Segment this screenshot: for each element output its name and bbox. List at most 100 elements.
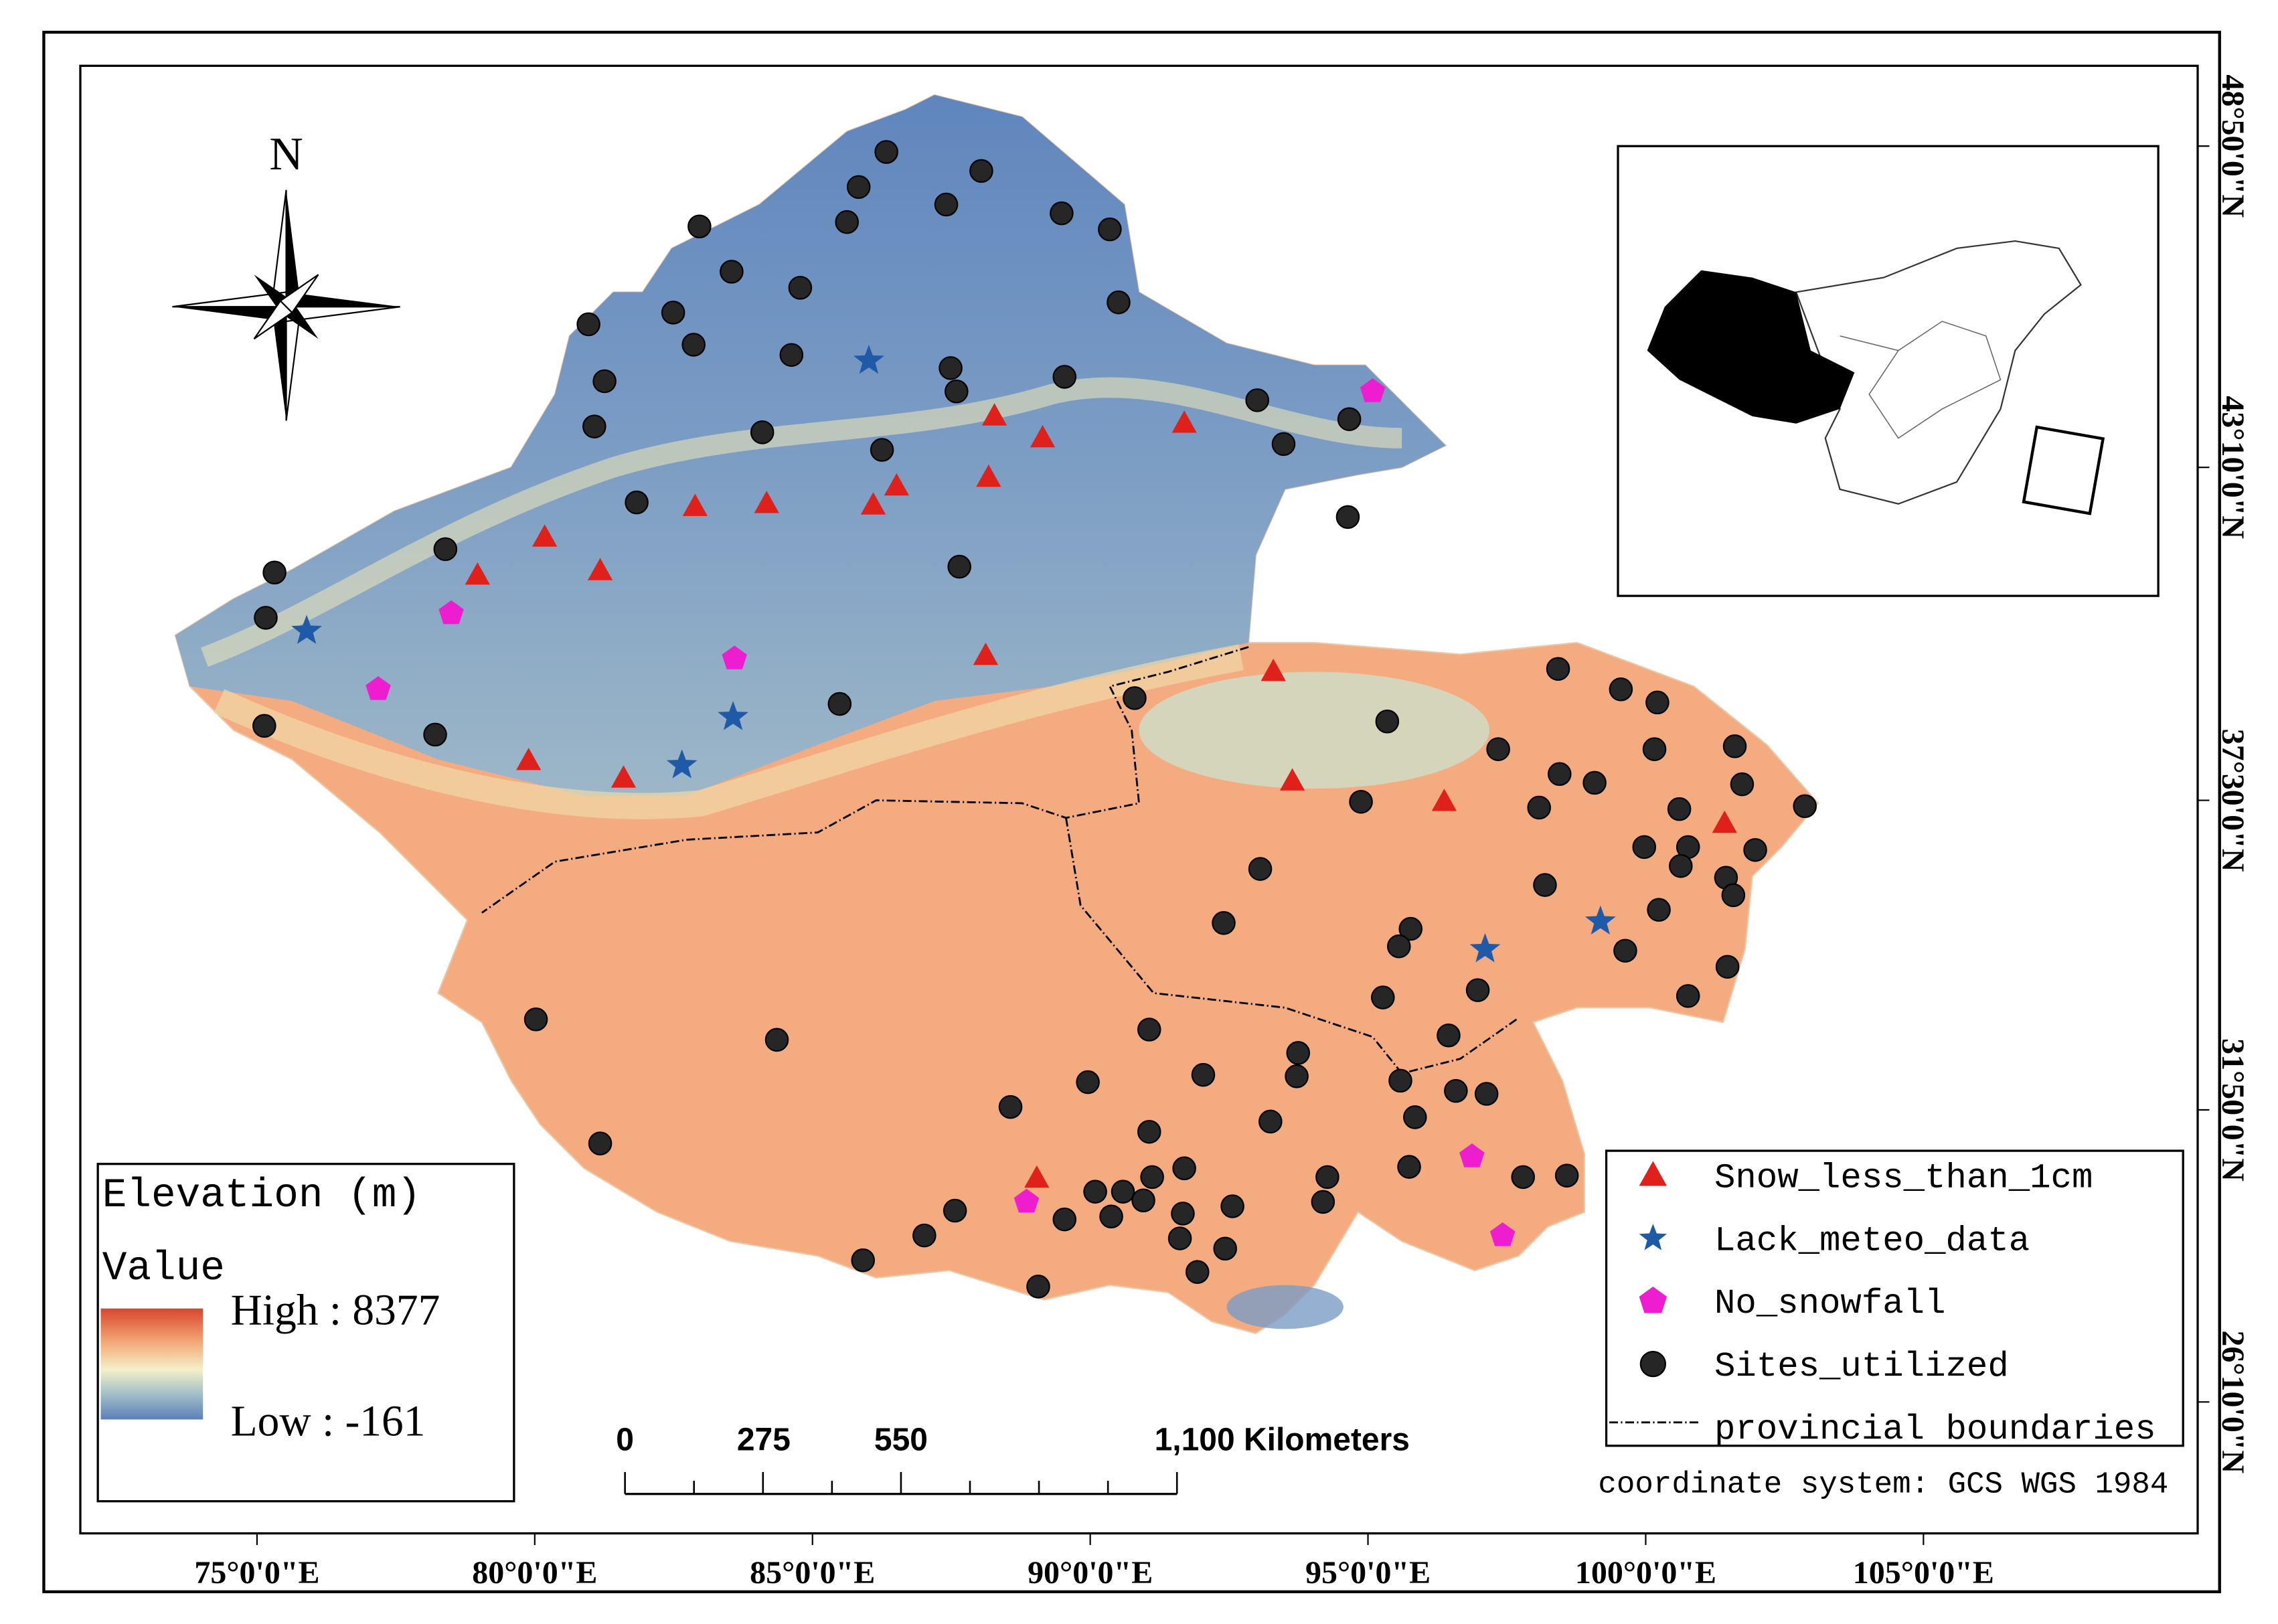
elevation-high: High : 8377 — [231, 1287, 440, 1335]
site-utilized — [1026, 1275, 1050, 1299]
site-utilized — [870, 438, 894, 462]
site-utilized — [1212, 911, 1236, 935]
site-utilized — [1349, 789, 1373, 814]
site-utilized — [1527, 795, 1551, 820]
site-utilized — [1171, 1202, 1195, 1226]
site-snow-less — [1639, 1161, 1667, 1186]
site-utilized — [912, 1223, 937, 1248]
site-utilized — [1474, 1082, 1499, 1106]
site-utilized — [764, 1028, 789, 1052]
site-no-snowfall — [1639, 1286, 1667, 1313]
site-utilized — [1645, 690, 1670, 715]
scale-label: 0 — [616, 1422, 634, 1457]
site-snow-less — [973, 642, 999, 665]
site-no-snowfall — [1013, 1188, 1040, 1213]
site-utilized — [1511, 1165, 1535, 1190]
region-basins — [175, 94, 1446, 797]
longitude-label: 90°0'0"E — [1028, 1555, 1153, 1591]
north-arrow — [172, 189, 400, 421]
site-utilized — [851, 1248, 875, 1273]
site-utilized — [1721, 883, 1746, 908]
site-utilized — [588, 1131, 613, 1155]
longitude-label: 75°0'0"E — [194, 1555, 319, 1591]
site-utilized — [582, 414, 606, 438]
site-utilized — [1398, 916, 1423, 941]
site-utilized — [1676, 984, 1700, 1008]
site-utilized — [1107, 290, 1131, 315]
inset-provinces — [1840, 321, 2002, 439]
site-utilized — [943, 1198, 967, 1223]
site-snow-less — [884, 473, 910, 496]
legend — [1605, 1149, 2184, 1447]
site-utilized — [998, 1094, 1023, 1119]
site-utilized — [1642, 737, 1667, 761]
site-utilized — [1554, 1163, 1579, 1188]
site-lack-data — [1639, 1224, 1667, 1250]
longitude-label: 100°0'0"E — [1575, 1555, 1716, 1591]
site-utilized — [1444, 1078, 1468, 1103]
site-utilized — [1220, 1194, 1244, 1218]
site-utilized — [1632, 835, 1657, 860]
elevation-ramp — [100, 1308, 204, 1420]
site-no-snowfall — [1360, 378, 1386, 402]
site-utilized — [1167, 1226, 1192, 1250]
site-snow-less — [611, 765, 637, 788]
site-utilized — [1052, 1207, 1077, 1232]
axes: 75°0'0"E 80°0'0"E 85°0'0"E 90°0'0"E 95°0'0"E… — [194, 74, 2251, 1590]
site-utilized — [1667, 797, 1692, 821]
site-utilized — [423, 722, 447, 747]
site-utilized — [1582, 770, 1607, 795]
site-utilized — [1083, 1180, 1107, 1204]
site-snow-less — [465, 562, 490, 585]
site-utilized — [1722, 734, 1747, 758]
site-utilized — [1285, 1064, 1309, 1088]
site-utilized — [779, 343, 804, 367]
site-utilized — [1335, 505, 1360, 530]
site-no-snowfall — [1459, 1143, 1485, 1167]
scale-bar: 0 275 550 1,100 Kilometers — [616, 1422, 1410, 1495]
site-utilized — [1647, 898, 1671, 922]
site-utilized — [1050, 201, 1074, 226]
site-utilized — [1137, 1119, 1161, 1144]
site-no-snowfall — [722, 645, 748, 669]
provincial-boundary — [481, 646, 1249, 914]
legend-label: Lack_meteo_data — [1714, 1220, 2030, 1261]
site-no-snowfall — [1489, 1222, 1516, 1246]
site-utilized — [1098, 217, 1122, 242]
site-utilized — [1715, 955, 1740, 979]
elevation-title: Elevation (m) — [102, 1173, 421, 1219]
latitude-label: 26°10'0"N — [2215, 1330, 2251, 1473]
site-lack-data — [853, 344, 884, 374]
site-snow-less — [1712, 810, 1737, 833]
site-utilized — [1793, 794, 1817, 819]
outer-frame — [42, 30, 2221, 1594]
site-utilized — [835, 210, 859, 234]
longitude-label: 85°0'0"E — [750, 1555, 875, 1591]
site-utilized — [262, 560, 287, 585]
site-utilized — [1639, 1350, 1666, 1378]
scale-label: 275 — [737, 1422, 791, 1457]
site-snow-less — [1171, 410, 1197, 433]
site-utilized — [1730, 772, 1755, 797]
site-snow-less — [532, 524, 558, 547]
site-utilized — [1052, 365, 1077, 389]
site-utilized — [1140, 1165, 1164, 1190]
site-utilized — [1137, 1018, 1161, 1042]
site-utilized — [750, 420, 775, 444]
site-snow-less — [1030, 424, 1056, 448]
latitude-label: 37°30'0"N — [2215, 729, 2251, 872]
legend-label: provincial boundaries — [1714, 1409, 2156, 1449]
coordinate-system: coordinate system: GCS WGS 1984 — [1598, 1467, 2168, 1502]
mountain-band — [201, 377, 1402, 667]
site-utilized — [1076, 1070, 1100, 1094]
site-snow-less — [587, 558, 613, 580]
site-no-snowfall — [438, 600, 464, 625]
inset-study-area — [1647, 270, 1855, 424]
kunlun-band — [214, 644, 1244, 819]
site-snow-less — [976, 464, 1001, 487]
elevation-subtitle: Value — [102, 1246, 225, 1292]
site-utilized — [1397, 1155, 1421, 1179]
site-utilized — [1547, 762, 1572, 787]
site-lack-data — [666, 749, 698, 779]
